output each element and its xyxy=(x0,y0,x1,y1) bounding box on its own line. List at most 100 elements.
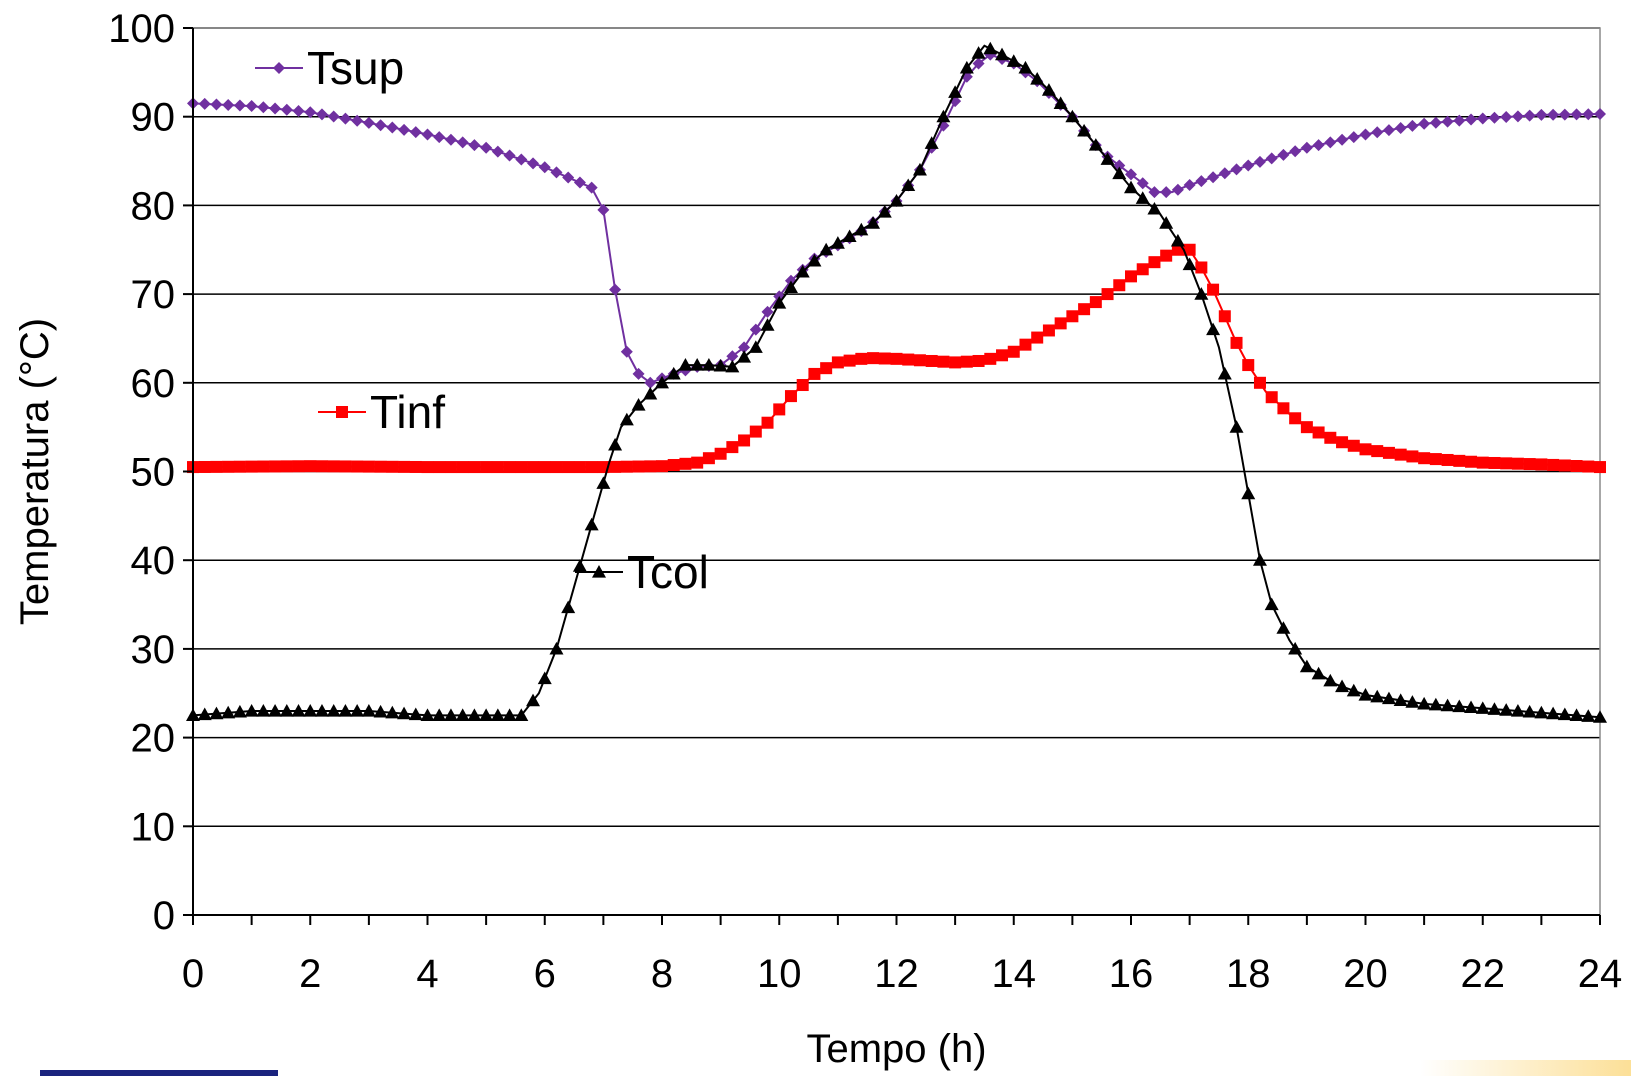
data-point xyxy=(339,460,352,473)
data-point xyxy=(409,126,422,139)
data-point xyxy=(656,460,668,473)
data-point xyxy=(949,356,962,369)
data-point xyxy=(1206,322,1221,336)
y-tick-label: 70 xyxy=(131,273,176,317)
data-point xyxy=(1253,376,1266,389)
data-point xyxy=(280,460,293,473)
series-line-tcol xyxy=(192,44,1601,719)
data-point xyxy=(222,460,235,473)
x-tick-label: 4 xyxy=(416,952,438,996)
data-point xyxy=(1546,706,1561,720)
data-point xyxy=(468,139,481,152)
data-point xyxy=(1500,111,1513,124)
data-point xyxy=(527,157,540,170)
data-point xyxy=(538,161,551,174)
data-point xyxy=(1511,110,1524,123)
data-point xyxy=(291,703,306,717)
data-point xyxy=(210,98,223,111)
data-point xyxy=(1194,287,1209,300)
data-point xyxy=(1289,412,1302,425)
data-point xyxy=(866,216,881,229)
data-point xyxy=(1230,336,1243,349)
legend-item-tsup: Tsup xyxy=(255,42,404,94)
data-point xyxy=(1253,155,1266,168)
data-point xyxy=(1124,180,1138,194)
data-point xyxy=(701,358,716,371)
data-point xyxy=(1581,709,1596,722)
data-point xyxy=(1570,460,1583,473)
data-point xyxy=(1336,133,1349,146)
data-point xyxy=(772,295,787,309)
data-point xyxy=(761,305,774,318)
data-point xyxy=(678,358,693,371)
data-point xyxy=(444,133,457,146)
data-point xyxy=(877,205,892,218)
data-point xyxy=(620,460,633,473)
data-point xyxy=(1288,641,1303,655)
data-point xyxy=(467,708,482,722)
x-tick-label: 0 xyxy=(182,952,204,996)
footer-accent-glow xyxy=(1420,1060,1631,1076)
data-point xyxy=(398,460,411,473)
data-point xyxy=(351,114,364,127)
x-tick-label: 18 xyxy=(1226,952,1271,996)
x-tick-label: 12 xyxy=(874,952,919,996)
data-point xyxy=(971,46,986,59)
data-point xyxy=(890,352,903,365)
data-point xyxy=(1135,191,1150,204)
data-point xyxy=(1381,691,1396,705)
y-tick-label: 50 xyxy=(131,451,176,495)
data-point xyxy=(292,460,305,473)
data-point xyxy=(573,176,586,189)
data-point xyxy=(597,203,610,216)
data-point xyxy=(1136,177,1149,190)
data-point xyxy=(632,367,645,380)
data-point xyxy=(1499,703,1514,716)
data-point xyxy=(351,460,364,473)
data-point xyxy=(433,461,446,474)
data-point xyxy=(433,131,446,144)
data-point xyxy=(1054,317,1067,330)
data-point xyxy=(562,461,575,474)
data-point xyxy=(1476,112,1489,125)
data-point xyxy=(1030,72,1045,85)
y-tick-label: 30 xyxy=(131,628,176,672)
data-point xyxy=(257,101,270,114)
data-point xyxy=(796,379,809,392)
data-point xyxy=(608,437,623,451)
data-point xyxy=(655,375,669,389)
data-point xyxy=(1428,697,1443,711)
data-point xyxy=(1077,123,1092,137)
data-point xyxy=(1359,128,1372,141)
data-point xyxy=(690,358,705,371)
footer-accent-bar xyxy=(40,1070,278,1076)
data-point xyxy=(830,236,845,249)
data-point xyxy=(1382,446,1395,459)
x-tick-label: 10 xyxy=(757,952,802,996)
data-point xyxy=(1241,486,1256,500)
data-point xyxy=(1382,124,1395,137)
x-tick-label: 8 xyxy=(651,952,673,996)
legend-label: Tcol xyxy=(627,546,709,598)
data-point xyxy=(1547,458,1560,471)
data-point xyxy=(1336,436,1349,449)
data-point xyxy=(1242,359,1255,372)
legend-marker xyxy=(336,406,348,418)
data-point xyxy=(326,703,341,717)
data-point xyxy=(972,57,985,70)
series-layer xyxy=(186,41,1607,723)
data-point xyxy=(232,704,247,718)
data-point xyxy=(760,318,775,331)
data-point xyxy=(749,425,762,438)
data-point xyxy=(1277,148,1290,161)
x-tick-label: 14 xyxy=(992,952,1037,996)
data-point xyxy=(1112,166,1127,180)
x-tick-label: 16 xyxy=(1109,952,1154,996)
data-point xyxy=(1171,183,1184,196)
data-point xyxy=(514,708,529,722)
data-point xyxy=(1522,704,1537,718)
data-point xyxy=(362,460,375,473)
data-point xyxy=(1324,136,1337,149)
data-point xyxy=(1101,288,1114,301)
data-point xyxy=(1252,553,1267,566)
